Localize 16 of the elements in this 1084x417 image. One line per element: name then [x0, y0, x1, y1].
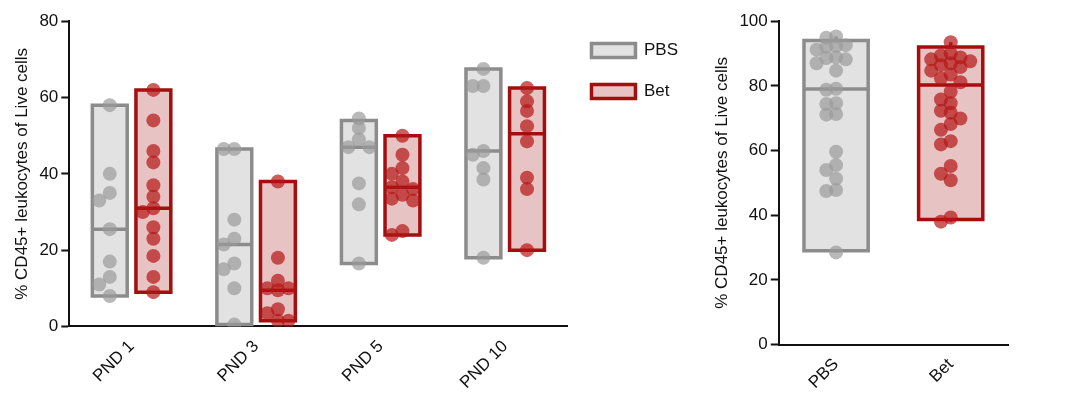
y-tick-label: 20: [748, 269, 768, 289]
y-tick-label: 40: [39, 163, 59, 183]
y-tick-label: 0: [48, 316, 59, 336]
y-tick-label: 0: [758, 334, 768, 354]
legend-label: PBS: [643, 40, 679, 60]
y-tick-label: 20: [39, 239, 59, 259]
y-axis-title: % CD45+ leukocytes of Live cells: [11, 47, 31, 300]
y-tick-label: 80: [748, 75, 768, 95]
y-tick-label: 80: [39, 10, 59, 30]
y-tick-label: 60: [748, 140, 768, 160]
y-axis-title: % CD45+ leukocytes of Live cells: [711, 56, 731, 309]
y-tick-label: 60: [39, 87, 59, 107]
y-tick-label: 100: [739, 10, 768, 30]
y-tick-label: 40: [748, 204, 768, 224]
x-tick-label: Bet: [925, 354, 958, 386]
legend-label: Bet: [643, 81, 670, 101]
